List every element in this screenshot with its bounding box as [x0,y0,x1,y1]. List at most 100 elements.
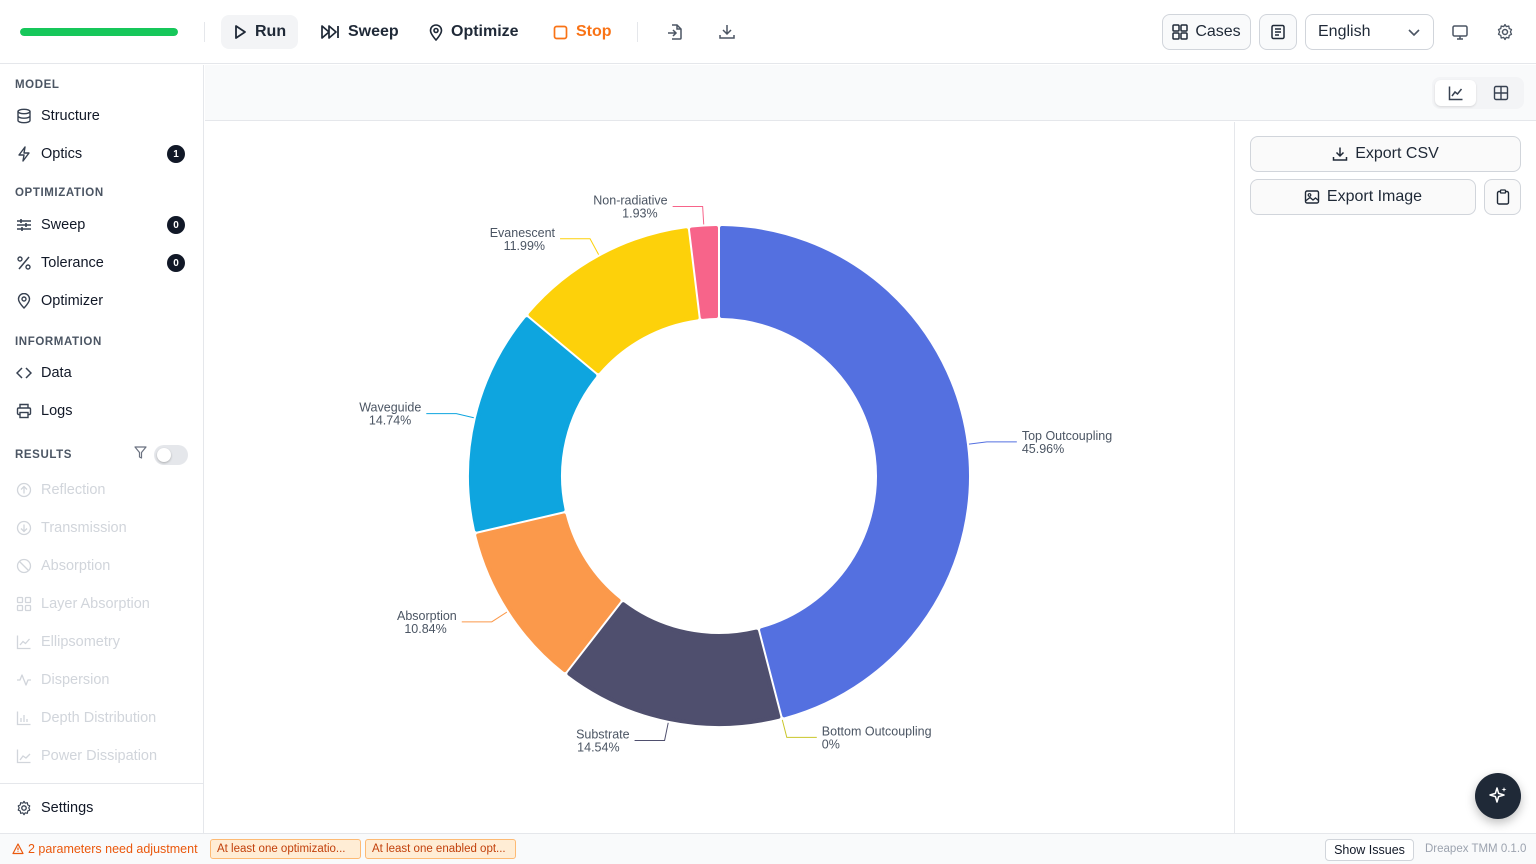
sidebar-item-tolerance[interactable]: Tolerance 0 [0,246,203,280]
sidebar: MODEL Structure Optics 1 OPTIMIZATION Sw… [0,65,204,833]
bar-chart-icon [16,710,32,726]
issue-chip[interactable]: At least one enabled opt... [365,839,516,859]
sidebar-item-label: Logs [41,403,73,419]
leader-line-non-radiative [672,205,705,225]
filter-icon[interactable] [134,446,147,460]
sidebar-item-label: Ellipsometry [41,634,120,650]
sliders-icon [16,217,32,233]
arrow-down-circle-icon [16,520,32,536]
table-view-button[interactable] [1480,80,1521,106]
slice-label-substrate: Substrate [576,727,630,741]
parameter-warning[interactable]: 2 parameters need adjustment [12,842,198,856]
leader-line-bottom-outcoupling [781,719,817,738]
slice-label-waveguide: Waveguide [359,401,421,415]
export-image-button[interactable]: Export Image [1250,179,1476,215]
display-button[interactable] [1446,18,1474,46]
sidebar-divider [0,783,203,784]
sidebar-item-optics[interactable]: Optics 1 [0,137,203,171]
ai-assistant-button[interactable] [1475,773,1521,819]
language-select[interactable]: English [1305,14,1434,50]
gear-icon [1497,23,1513,41]
sidebar-item-logs[interactable]: Logs [0,394,203,428]
sidebar-item-reflection[interactable]: Reflection [0,473,203,507]
warning-triangle-icon [12,843,24,855]
sidebar-item-label: Transmission [41,520,127,536]
cases-label: Cases [1195,23,1241,40]
top-toolbar: Run Sweep Optimize Stop Cases English [0,0,1536,64]
slice-label-non-radiative: Non-radiative [593,193,667,207]
area-chart-icon [16,748,32,764]
stop-button[interactable]: Stop [541,15,624,49]
slice-evanescent[interactable] [528,228,699,374]
slice-substrate[interactable] [567,602,781,726]
download-icon [1332,147,1348,161]
slice-non-radiative[interactable] [689,226,718,319]
sidebar-item-sweep[interactable]: Sweep 0 [0,208,203,242]
notes-button[interactable] [1259,14,1297,50]
download-button[interactable] [713,18,741,46]
sidebar-item-label: Settings [41,800,94,816]
toolbar-divider [637,22,638,42]
slice-value-absorption: 10.84% [404,622,446,636]
language-value: English [1318,23,1371,40]
run-progress-bar [20,28,178,36]
chevron-down-icon [1408,29,1420,37]
optimize-button[interactable]: Optimize [417,15,531,49]
fast-forward-icon [321,25,339,39]
sidebar-item-label: Dispersion [41,672,110,688]
export-csv-button[interactable]: Export CSV [1250,136,1521,172]
leader-line-substrate [634,722,669,741]
sidebar-item-data[interactable]: Data [0,356,203,390]
ban-icon [16,558,32,574]
sidebar-item-label: Reflection [41,482,106,498]
image-icon [1304,190,1320,204]
results-filter-toggle[interactable] [154,445,188,465]
slice-value-substrate: 14.54% [577,740,619,754]
sidebar-item-optimizer[interactable]: Optimizer [0,284,203,318]
activity-icon [16,672,32,688]
export-csv-label: Export CSV [1355,145,1439,162]
run-button[interactable]: Run [221,15,299,49]
sweep-label: Sweep [348,23,399,40]
sidebar-item-absorption[interactable]: Absorption [0,549,203,583]
section-optimization: OPTIMIZATION [15,187,104,199]
show-issues-button[interactable]: Show Issues [1325,839,1414,861]
sidebar-item-structure[interactable]: Structure [0,99,203,133]
sidebar-item-settings[interactable]: Settings [0,791,203,825]
slice-waveguide[interactable] [469,317,597,532]
slice-value-bottom-outcoupling: 0% [822,737,840,751]
toolbar-divider [204,22,205,42]
line-chart-icon [16,634,32,650]
view-mode-toggle [1432,77,1524,109]
file-import-icon [668,24,682,40]
slice-label-top-outcoupling: Top Outcoupling [1022,429,1112,443]
slice-value-waveguide: 14.74% [369,414,411,428]
sidebar-item-ellipsometry[interactable]: Ellipsometry [0,625,203,659]
slice-top-outcoupling[interactable] [720,226,969,718]
map-pin-icon [429,23,443,41]
sweep-button[interactable]: Sweep [308,15,411,49]
import-button[interactable] [661,18,689,46]
toggle-knob [157,448,171,462]
sidebar-item-transmission[interactable]: Transmission [0,511,203,545]
sidebar-item-label: Absorption [41,558,111,574]
slice-label-absorption: Absorption [397,609,457,623]
slice-label-bottom-outcoupling: Bottom Outcoupling [822,724,932,738]
issue-chip[interactable]: At least one optimizatio... [210,839,361,859]
slice-absorption[interactable] [476,513,621,673]
stop-label: Stop [576,23,612,40]
status-bar: 2 parameters need adjustment At least on… [0,833,1536,864]
sidebar-item-label: Structure [41,108,100,124]
settings-top-button[interactable] [1491,18,1519,46]
sparkles-icon [1489,787,1507,803]
slice-value-evanescent: 11.99% [504,239,545,253]
sidebar-item-layer-absorption[interactable]: Layer Absorption [0,587,203,621]
chart-view-button[interactable] [1435,80,1476,106]
cases-button[interactable]: Cases [1162,14,1251,50]
document-icon [1271,24,1285,40]
copy-clipboard-button[interactable] [1484,179,1521,215]
sidebar-item-dispersion[interactable]: Dispersion [0,663,203,697]
sidebar-item-depth-distribution[interactable]: Depth Distribution [0,701,203,735]
optimize-label: Optimize [451,23,519,40]
sidebar-item-power-dissipation[interactable]: Power Dissipation [0,739,203,773]
